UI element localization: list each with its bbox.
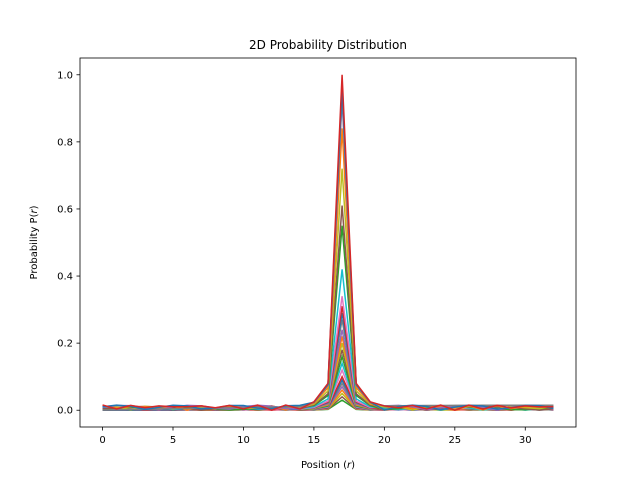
x-tick-label: 0 (99, 435, 105, 446)
y-axis-label: Probability P(r) (29, 205, 40, 279)
x-axis-label-main: Position ( (301, 460, 347, 471)
series-line (102, 74, 554, 411)
x-tick-label: 15 (308, 435, 321, 446)
y-tick-label: 0.6 (57, 204, 73, 215)
series-group (102, 74, 554, 411)
x-tick-label: 30 (519, 435, 532, 446)
y-tick-label: 0.4 (57, 272, 73, 283)
x-tick-label: 10 (237, 435, 250, 446)
y-tick-label: 0.0 (57, 406, 73, 417)
ticks-group: 0 5 10 15 20 25 30 0.0 0.2 0.4 0.6 0.8 1.0 (57, 70, 532, 446)
x-tick-label: 25 (448, 435, 461, 446)
x-axis-label: Position (r) (301, 460, 355, 471)
y-axis-label-variable: r (29, 209, 40, 214)
x-axis-label-end: ) (351, 460, 355, 471)
plot-frame (79, 57, 577, 428)
chart-title: 2D Probability Distribution (249, 38, 407, 52)
x-tick-label: 5 (170, 435, 176, 446)
y-tick-label: 0.8 (57, 137, 73, 148)
y-tick-label: 1.0 (57, 70, 73, 81)
x-axis-label-variable: r (347, 460, 352, 471)
y-axis-label-end: ) (29, 205, 40, 209)
x-tick-label: 20 (378, 435, 391, 446)
y-axis-label-main: Probability P( (29, 213, 40, 279)
y-tick-label: 0.2 (57, 339, 73, 350)
